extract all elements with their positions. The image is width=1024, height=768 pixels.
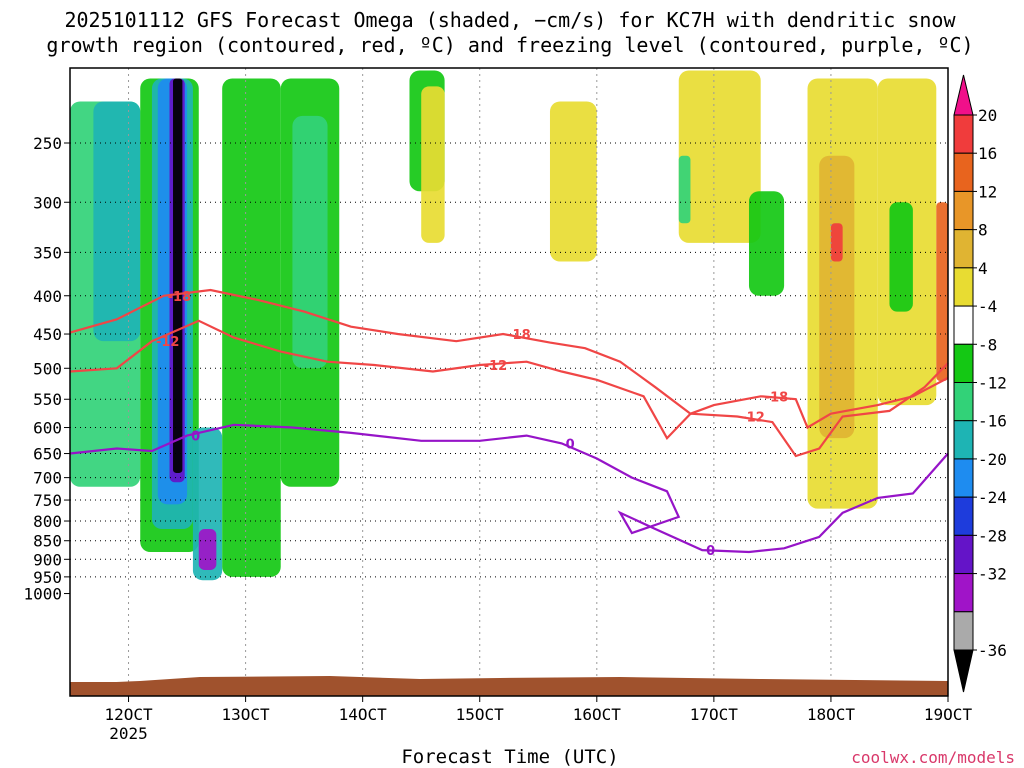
dsgr-contour-line-0 [69, 288, 949, 430]
chart-title-line-1: 2025101112 GFS Forecast Omega (shaded, −… [64, 8, 956, 32]
dsgr-contour-line-1 [69, 319, 949, 458]
y-tick-label-650: 650 [33, 445, 62, 464]
y-tick-label-1000: 1000 [23, 585, 62, 604]
dsgr-contour-label-0-2: -18 [765, 390, 789, 405]
x-tick-label-16OCT: 16OCT [573, 705, 622, 724]
colorbar-label-10: -24 [978, 488, 1007, 507]
dsgr-contour-label-0-0: -18 [168, 290, 192, 305]
y-tick-label-500: 500 [33, 359, 62, 378]
colorbar-swatch-4 [953, 229, 974, 269]
colorbar-label-13: -36 [978, 641, 1007, 660]
colorbar-label-4: 4 [978, 259, 988, 278]
colorbar-label-5: -4 [978, 297, 997, 316]
x-tick-label-12OCT: 12OCT [104, 705, 153, 724]
dsgr-contour-label-1-0: -12 [156, 335, 180, 350]
y-tick-label-900: 900 [33, 550, 62, 569]
colorbar-swatch-2 [953, 152, 974, 192]
dsgr-contour-label-0-1: -18 [507, 328, 531, 343]
colorbar-swatch-11 [953, 496, 974, 536]
y-tick-label-600: 600 [33, 419, 62, 438]
colorbar-swatch-14 [953, 611, 974, 651]
omega-shade-6 [173, 78, 183, 473]
x-tick-label-19OCT: 19OCT [924, 705, 973, 724]
colorbar-swatch-12 [953, 534, 974, 575]
dsgr-contour-label-1-1: -12 [484, 359, 508, 374]
y-tick-label-700: 700 [33, 469, 62, 488]
freezing-contour-label-0-0: 0 [191, 430, 200, 445]
colorbar-label-9: -20 [978, 450, 1007, 469]
colorbar-swatch-7 [953, 343, 974, 383]
omega-shading [70, 70, 948, 581]
y-tick-label-800: 800 [33, 512, 62, 531]
freezing-contour-line-0 [69, 423, 949, 554]
omega-shade-22 [889, 202, 913, 312]
y-tick-label-550: 550 [33, 390, 62, 409]
omega-shade-15 [678, 70, 761, 243]
colorbar-label-11: -28 [978, 526, 1007, 545]
x-tick-label-13OCT: 13OCT [222, 705, 271, 724]
omega-shade-8 [198, 529, 217, 570]
y-tick-label-400: 400 [33, 287, 62, 306]
y-tick-label-950: 950 [33, 568, 62, 587]
y-tick-label-750: 750 [33, 491, 62, 510]
colorbar-label-0: 20 [978, 106, 997, 125]
colorbar-label-8: -16 [978, 412, 1007, 431]
axes: 2503003504004505005506006507007508008509… [23, 67, 973, 743]
ground-terrain [70, 676, 948, 696]
colorbar-swatch-1 [953, 114, 974, 154]
x-axis-label: Forecast Time (UTC) [401, 746, 618, 768]
colorbar-swatch-9 [953, 420, 974, 460]
colorbar-label-2: 12 [978, 182, 997, 201]
omega-shade-14 [549, 101, 597, 262]
chart-title-line-2: growth region (contoured, red, ºC) and f… [46, 33, 973, 57]
x-tick-label-18OCT: 18OCT [807, 705, 856, 724]
colorbar-label-3: 8 [978, 221, 988, 240]
x-tick-label-15OCT: 15OCT [456, 705, 505, 724]
x-year-label: 2025 [109, 724, 148, 743]
plot-background [70, 68, 948, 696]
colorbar-swatch-5 [953, 267, 974, 307]
colorbar-swatch-6 [953, 305, 974, 345]
freezing-contour-label-0-1: 0 [566, 437, 575, 452]
y-tick-label-450: 450 [33, 325, 62, 344]
colorbar-label-6: -8 [978, 335, 997, 354]
colorbar-swatch-3 [953, 190, 974, 231]
x-tick-label-17OCT: 17OCT [690, 705, 739, 724]
y-tick-label-350: 350 [33, 243, 62, 262]
freezing-contour-label-0-2: 0 [706, 544, 715, 559]
colorbar-top-arrow [953, 74, 974, 116]
colorbar-label-1: 16 [978, 144, 997, 163]
grid-lines [70, 68, 948, 696]
colorbar-swatch-13 [953, 573, 974, 613]
ground-terrain-top [70, 676, 948, 686]
omega-shade-11 [292, 115, 328, 369]
y-tick-label-300: 300 [33, 193, 62, 212]
colorbar-swatch-8 [953, 382, 974, 422]
credit-text: coolwx.com/models [851, 748, 1015, 767]
colorbar-label-12: -32 [978, 565, 1007, 584]
x-tick-label-14OCT: 14OCT [339, 705, 388, 724]
omega-shade-23 [936, 202, 948, 382]
colorbar: 20 16 12 8 4 -4 -8 -12 -16 -20 -24 -28 -32 -36 [953, 74, 1007, 693]
colorbar-bottom-arrow [953, 649, 974, 693]
y-tick-label-250: 250 [33, 134, 62, 153]
colorbar-label-7: -12 [978, 374, 1007, 393]
dsgr-contour-label-1-2: -12 [741, 411, 765, 426]
omega-shade-20 [830, 223, 843, 262]
omega-shade-16 [678, 155, 691, 224]
plot-frame [69, 67, 949, 697]
y-tick-label-850: 850 [33, 532, 62, 551]
omega-shade-9 [222, 78, 281, 577]
omega-shade-17 [748, 191, 785, 296]
plot-area [70, 68, 948, 696]
colorbar-swatch-10 [953, 458, 974, 498]
omega-shade-1 [93, 101, 141, 342]
omega-shade-19 [819, 155, 855, 439]
omega-shade-13 [421, 86, 445, 243]
